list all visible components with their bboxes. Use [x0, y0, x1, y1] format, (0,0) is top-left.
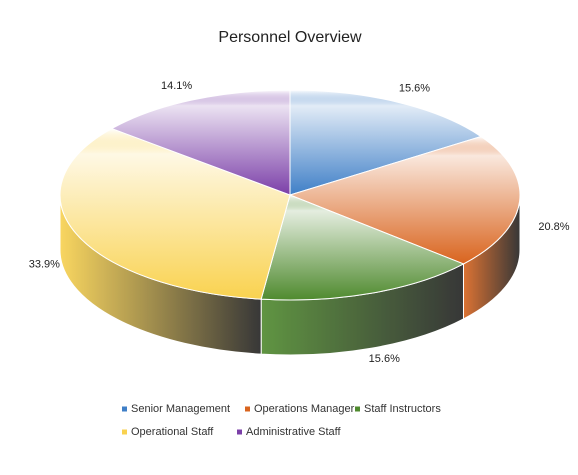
data-label: 15.6%: [399, 82, 430, 94]
legend-label: Senior Management: [131, 403, 230, 415]
data-label: 14.1%: [161, 80, 192, 92]
legend-label: Operational Staff: [131, 426, 214, 438]
legend-label: Staff Instructors: [364, 403, 441, 415]
pie-slice: [289, 89, 483, 196]
legend-label: Operations Manager: [254, 403, 355, 415]
pie-slice: [260, 194, 465, 301]
pie-slice: [288, 135, 521, 265]
pie-slice: [59, 128, 291, 300]
legend-label: Administrative Staff: [246, 426, 342, 438]
legend-swatch: [245, 406, 250, 412]
legend-swatch: [237, 429, 242, 435]
data-label: 33.9%: [29, 258, 60, 270]
legend-swatch: [355, 406, 360, 412]
legend-swatch: [122, 429, 127, 435]
chart-title: Personnel Overview: [218, 29, 362, 46]
pie-slice: [110, 89, 291, 196]
data-label: 15.6%: [369, 353, 400, 365]
legend-swatch: [122, 406, 127, 412]
data-label: 20.8%: [538, 221, 569, 233]
